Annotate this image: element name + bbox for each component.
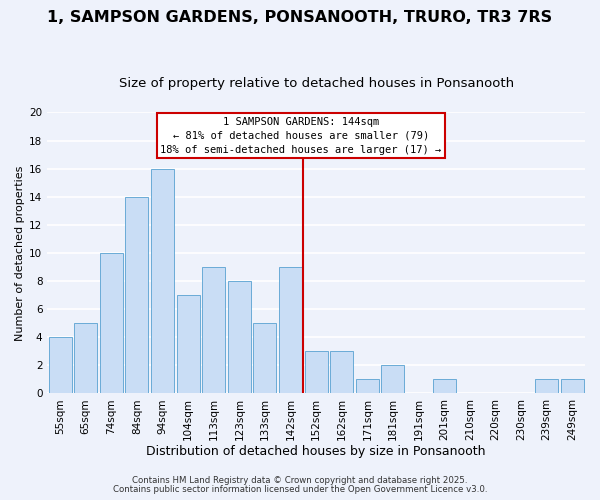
- Bar: [560, 380, 584, 394]
- Bar: [100, 253, 123, 394]
- Bar: [330, 351, 353, 394]
- Title: Size of property relative to detached houses in Ponsanooth: Size of property relative to detached ho…: [119, 78, 514, 90]
- Bar: [228, 281, 251, 394]
- Bar: [305, 351, 328, 394]
- Bar: [356, 380, 379, 394]
- Text: Contains public sector information licensed under the Open Government Licence v3: Contains public sector information licen…: [113, 485, 487, 494]
- Bar: [253, 323, 277, 394]
- Bar: [125, 197, 148, 394]
- Bar: [202, 267, 225, 394]
- Bar: [535, 380, 558, 394]
- Bar: [151, 168, 174, 394]
- Y-axis label: Number of detached properties: Number of detached properties: [15, 165, 25, 340]
- Bar: [382, 366, 404, 394]
- Bar: [74, 323, 97, 394]
- Text: 1, SAMPSON GARDENS, PONSANOOTH, TRURO, TR3 7RS: 1, SAMPSON GARDENS, PONSANOOTH, TRURO, T…: [47, 10, 553, 25]
- Text: 1 SAMPSON GARDENS: 144sqm
← 81% of detached houses are smaller (79)
18% of semi-: 1 SAMPSON GARDENS: 144sqm ← 81% of detac…: [160, 116, 442, 154]
- Bar: [49, 337, 71, 394]
- X-axis label: Distribution of detached houses by size in Ponsanooth: Distribution of detached houses by size …: [146, 444, 486, 458]
- Text: Contains HM Land Registry data © Crown copyright and database right 2025.: Contains HM Land Registry data © Crown c…: [132, 476, 468, 485]
- Bar: [176, 295, 200, 394]
- Bar: [279, 267, 302, 394]
- Bar: [433, 380, 455, 394]
